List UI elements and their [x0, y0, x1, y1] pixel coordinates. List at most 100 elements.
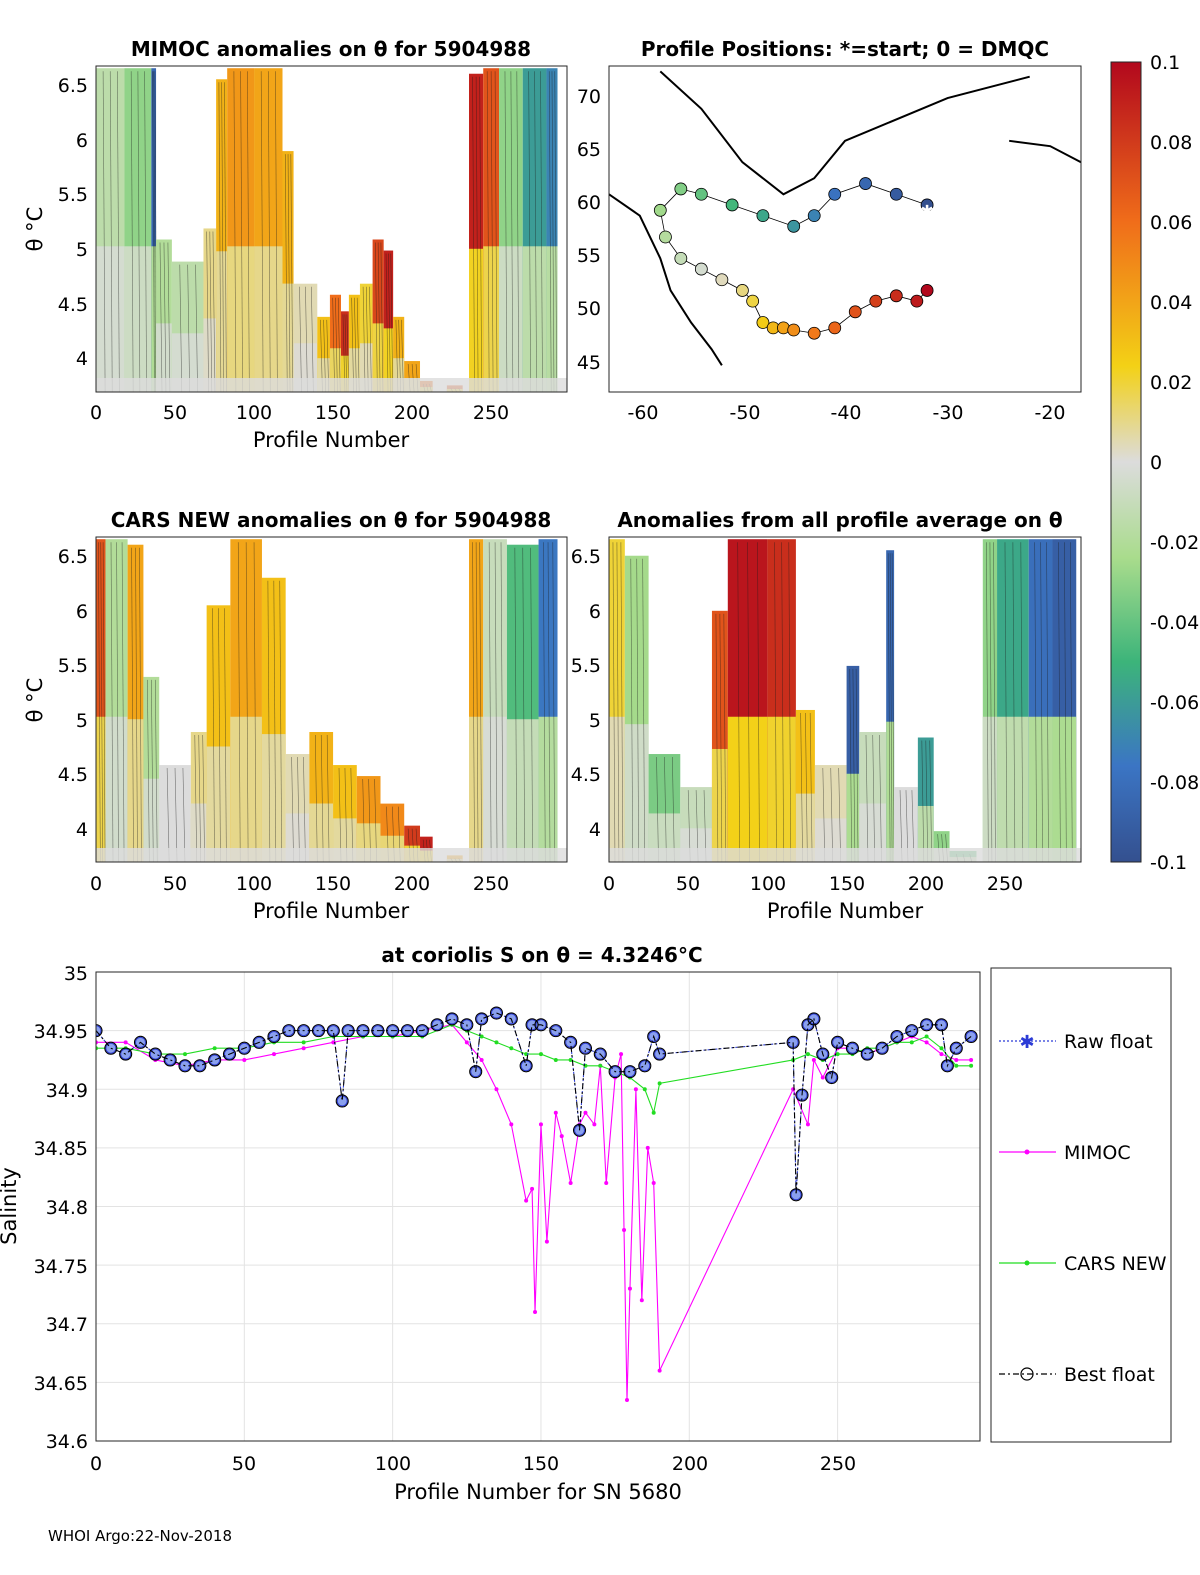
legend-entry-raw-float: ✱ Raw float [999, 1031, 1153, 1053]
contour-line [891, 553, 895, 862]
best-float-point [653, 1047, 667, 1061]
raw-float-point [476, 1013, 488, 1025]
y-tick-label: 5 [589, 710, 601, 732]
data-point [624, 1397, 629, 1402]
contour-line [1034, 542, 1037, 862]
best-float-point [341, 1024, 355, 1038]
heatmap-cell [393, 316, 405, 392]
heatmap-cell-deep [254, 246, 283, 392]
best-float-point [282, 1024, 296, 1038]
legend: ✱ Raw float MIMOC CARS NEW Best float [990, 967, 1172, 1443]
legend-label-best: Best float [1064, 1364, 1155, 1386]
contour-line [314, 734, 318, 862]
contour-line [245, 542, 249, 862]
contour-line [320, 734, 324, 862]
data-point [524, 1198, 529, 1203]
y-tick-label: 4 [76, 348, 88, 370]
heatmap-cell [96, 539, 106, 862]
heatmap-cell [348, 294, 360, 392]
legend-label-mimoc: MIMOC [1064, 1142, 1131, 1164]
y-tick-label: 60 [577, 192, 601, 214]
heatmap-cell-deep [483, 716, 507, 862]
profile-position [777, 321, 790, 335]
x-tick-label: -60 [627, 402, 658, 424]
contour-line [221, 82, 224, 392]
data-point [969, 1057, 974, 1062]
colorbar-tick-label: 0.02 [1150, 372, 1192, 394]
data-point [619, 1052, 624, 1057]
contour-line [865, 734, 869, 862]
contour-line [98, 542, 101, 862]
profile-position [787, 323, 801, 337]
x-tick-label: 50 [232, 1453, 256, 1475]
y-tick-label: 6.5 [571, 546, 601, 568]
best-float-point [940, 1059, 954, 1073]
contour-line [921, 740, 925, 862]
x-tick-label: 0 [90, 402, 102, 424]
colorbar-ramp [1110, 61, 1142, 863]
heatmap-cell-deep [156, 323, 172, 392]
contour-line [275, 71, 278, 392]
heatmap-bottom-band [96, 378, 567, 392]
x-tick-label: 200 [394, 402, 430, 424]
best-float-point [193, 1059, 207, 1073]
contour-line [630, 558, 634, 862]
raw-float-point [446, 1013, 458, 1025]
y-tick-label: 35 [64, 963, 88, 985]
contour-line [237, 542, 241, 862]
y-tick-label: 4.5 [58, 294, 88, 316]
best-float-point [519, 1059, 533, 1073]
heatmap-cell-deep [506, 719, 539, 862]
salinity-panel: at coriolis S on θ = 4.3246°C 0 50 100 1… [0, 943, 981, 1504]
contour-line [672, 757, 675, 862]
heatmap-cell-deep [261, 734, 286, 862]
best-float-point [831, 1035, 845, 1049]
y-tick-label: 5 [76, 239, 88, 261]
contour-line [855, 668, 859, 862]
contour-line [479, 542, 482, 862]
contour-line [102, 71, 106, 392]
data-point [954, 1063, 959, 1068]
heatmap-cell-deep [538, 716, 558, 862]
contour-line [218, 82, 222, 392]
contour-line [159, 242, 163, 392]
heatmap-cell [886, 550, 895, 862]
best-float-point [163, 1053, 177, 1067]
heatmap-cell-deep [190, 803, 207, 862]
profile-position [694, 262, 708, 276]
x-tick-label: 250 [820, 1453, 856, 1475]
heatmap-cell-deep [127, 719, 144, 862]
contour-line [822, 768, 826, 862]
contour-line [879, 734, 882, 862]
best-float-point [549, 1024, 563, 1038]
best-float-point [335, 1094, 349, 1108]
profile-position [828, 187, 842, 201]
contour-line [109, 71, 113, 392]
positions-yticks: 45 50 55 60 65 70 [577, 86, 601, 374]
cars-ylabel: θ °C [23, 678, 47, 723]
x-tick-label: 50 [163, 402, 187, 424]
x-tick-label: 200 [672, 1453, 708, 1475]
heatmap-cell-deep [917, 805, 934, 862]
cars-panel: CARS NEW anomalies on θ for 5904988 0 50… [23, 508, 568, 923]
data-point [805, 1052, 810, 1057]
x-tick-label: 100 [750, 873, 786, 895]
x-tick-label: -50 [729, 402, 760, 424]
profile-position [756, 316, 770, 329]
contour-line [209, 231, 213, 392]
y-tick-label: 4.5 [571, 764, 601, 786]
contour-line [212, 231, 216, 392]
colorbar-tick-label: -0.02 [1150, 532, 1199, 554]
contour-line [247, 71, 250, 392]
contour-line [548, 71, 552, 392]
contour-line [147, 679, 150, 862]
contour-line [206, 231, 209, 392]
profile-position [889, 289, 903, 303]
heatmap-cell [216, 79, 228, 392]
colorbar-tick-label: 0.1 [1150, 52, 1180, 74]
heatmap-cell [383, 250, 394, 392]
contour-line [551, 71, 555, 392]
average-axes-box [608, 536, 1082, 863]
heatmap-cell-deep [309, 803, 334, 862]
positions-title: Profile Positions: *=start; 0 = DMQC [641, 37, 1049, 61]
